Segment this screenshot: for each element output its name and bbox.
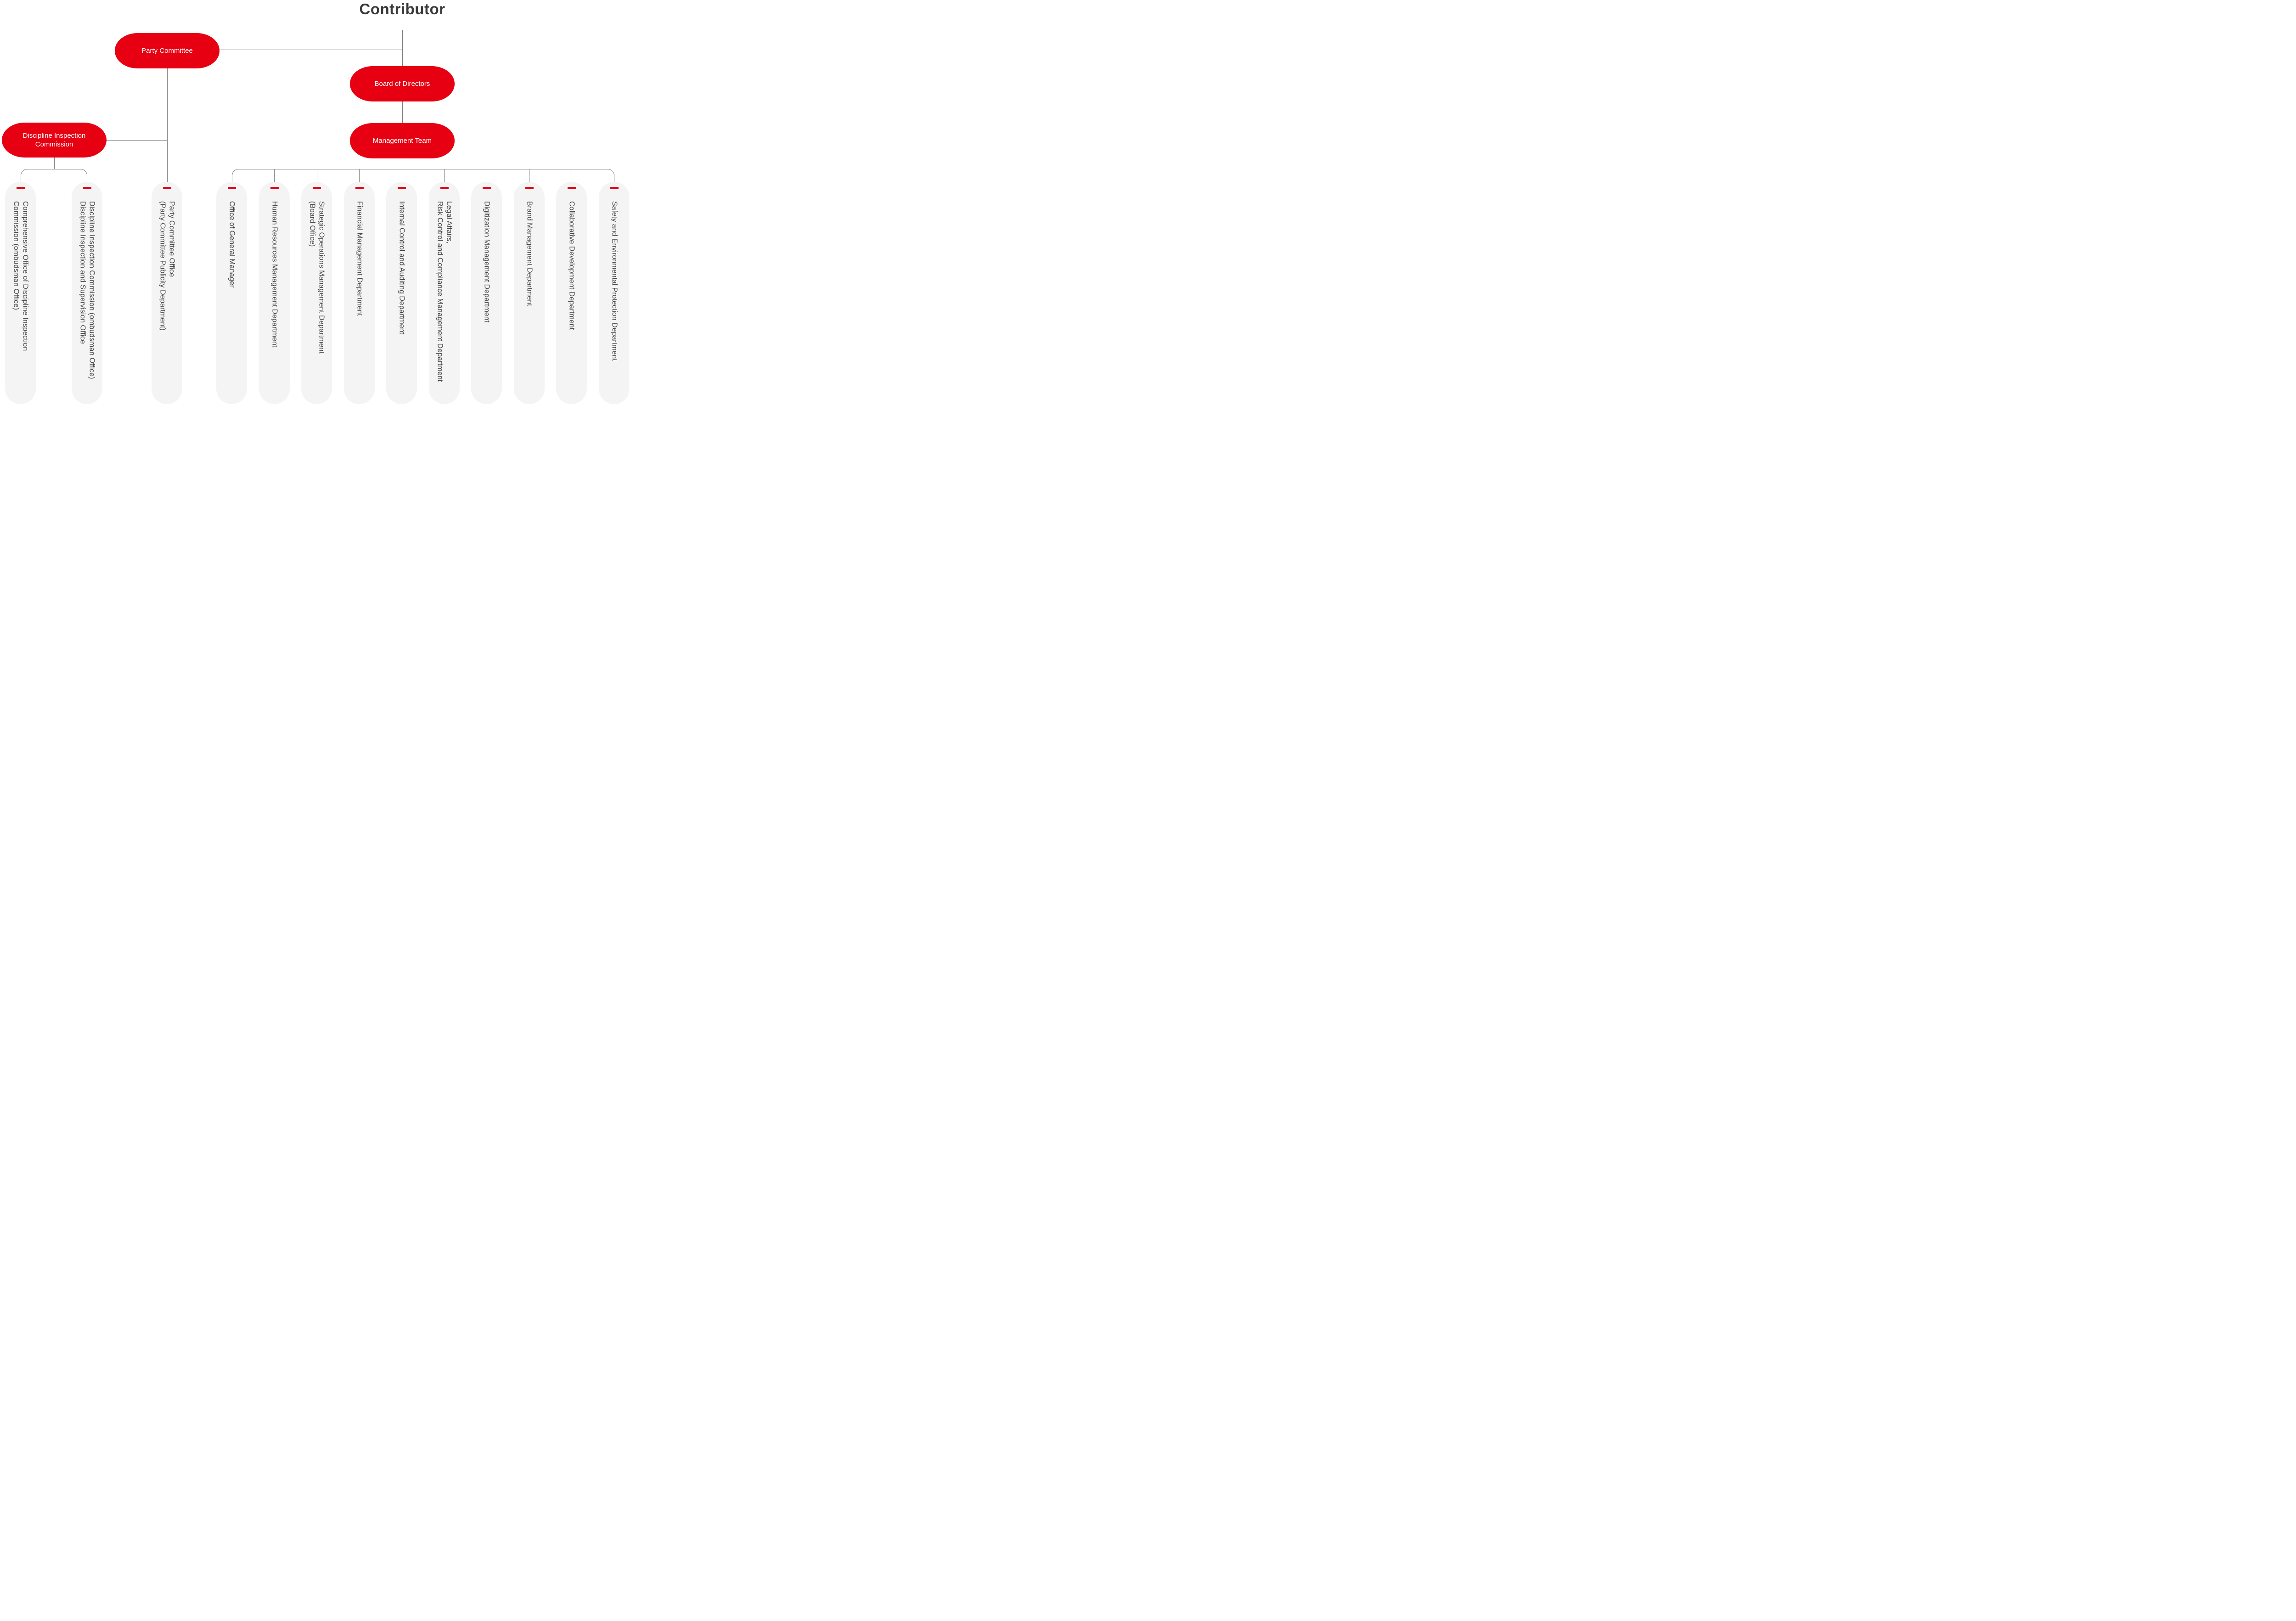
connector-line xyxy=(167,68,168,182)
department-label: Comprehensive Office of Discipline Inspe… xyxy=(12,201,29,351)
org-chart: Contributor Party Committee Board of Dir… xyxy=(0,0,629,405)
department-pill: Internal Control and Auditing Department xyxy=(386,182,417,404)
node-label: Party Committee xyxy=(141,47,193,55)
department-pill: Strategic Operations Management Departme… xyxy=(301,182,332,404)
department-pill: Legal Affairs, Risk Control and Complian… xyxy=(429,182,460,404)
pill-marker-icon xyxy=(482,187,491,189)
connector-line xyxy=(107,140,167,141)
pill-marker-icon xyxy=(270,187,279,189)
department-label: Brand Management Department xyxy=(525,201,534,306)
connector-elbow xyxy=(232,169,614,182)
department-pill: Human Resources Management Department xyxy=(259,182,290,404)
department-label: Financial Management Department xyxy=(355,201,364,316)
department-pill: Party Committee Office (Party Committee … xyxy=(152,182,182,404)
connector-line xyxy=(402,30,403,66)
pill-marker-icon xyxy=(163,187,171,189)
pill-marker-icon xyxy=(16,187,25,189)
department-label: Human Resources Management Department xyxy=(270,201,279,348)
department-pill: Comprehensive Office of Discipline Inspe… xyxy=(5,182,36,404)
department-label: Internal Control and Auditing Department xyxy=(398,201,406,334)
pill-marker-icon xyxy=(440,187,449,189)
node-board-of-directors: Board of Directors xyxy=(350,66,455,101)
department-label: Collaborative Development Department xyxy=(568,201,576,330)
node-management-team: Management Team xyxy=(350,123,455,158)
pill-marker-icon xyxy=(312,187,321,189)
connector-elbow xyxy=(21,169,87,182)
department-label: Legal Affairs, Risk Control and Complian… xyxy=(436,201,453,382)
department-label: Strategic Operations Management Departme… xyxy=(308,201,326,354)
department-pill: Safety and Environmental Protection Depa… xyxy=(599,182,629,404)
pill-marker-icon xyxy=(227,187,236,189)
pill-marker-icon xyxy=(567,187,576,189)
department-pill: Financial Management Department xyxy=(344,182,375,404)
department-label: Digitization Management Department xyxy=(483,201,491,323)
connector-line xyxy=(402,101,403,123)
pill-marker-icon xyxy=(525,187,534,189)
connector-line xyxy=(359,169,360,182)
connector-line xyxy=(444,169,445,182)
department-pill: Brand Management Department xyxy=(514,182,545,404)
connector-line xyxy=(274,169,275,182)
pill-marker-icon xyxy=(610,187,619,189)
department-pill: Collaborative Development Department xyxy=(556,182,587,404)
pill-marker-icon xyxy=(83,187,91,189)
department-pill: Office of General Manager xyxy=(216,182,247,404)
pill-marker-icon xyxy=(355,187,364,189)
pill-marker-icon xyxy=(397,187,406,189)
department-label: Discipline Inspection Commission (ombuds… xyxy=(79,201,96,379)
connector-line xyxy=(54,158,55,169)
department-label: Safety and Environmental Protection Depa… xyxy=(610,201,619,361)
node-label: Discipline Inspection Commission xyxy=(23,132,86,148)
department-label: Office of General Manager xyxy=(228,201,236,288)
node-label: Board of Directors xyxy=(374,80,430,88)
department-label: Party Committee Office (Party Committee … xyxy=(158,201,176,331)
node-party-committee: Party Committee xyxy=(115,33,219,68)
chart-title: Contributor xyxy=(359,0,445,17)
node-discipline-inspection-commission: Discipline Inspection Commission xyxy=(2,123,107,158)
node-label: Management Team xyxy=(372,137,432,145)
department-pill: Discipline Inspection Commission (ombuds… xyxy=(72,182,102,404)
department-pill: Digitization Management Department xyxy=(471,182,502,404)
